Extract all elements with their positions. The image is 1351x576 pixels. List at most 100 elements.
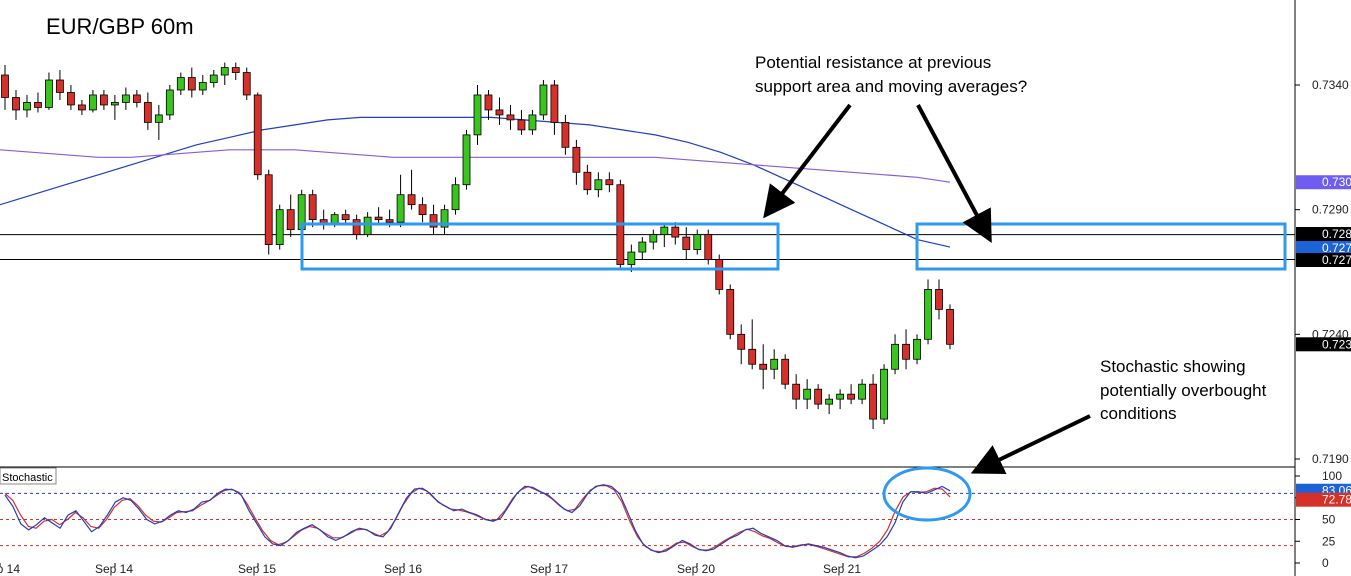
candle	[495, 97, 504, 125]
candle-body-down	[132, 94, 141, 103]
candle-body-down	[374, 216, 383, 221]
candle	[440, 204, 449, 235]
candle-body-down	[407, 194, 416, 206]
candle	[583, 164, 592, 195]
candle	[792, 374, 801, 410]
candle-body-down	[1, 74, 9, 98]
stochastic-panel	[0, 484, 1295, 559]
candle	[660, 224, 669, 248]
candle	[671, 222, 680, 245]
stochastic-tick-label: 0	[1322, 556, 1329, 570]
candle-body-down	[517, 119, 526, 131]
candle	[946, 304, 954, 350]
candle-body-down	[704, 234, 713, 260]
price-tick-label: 0.7290	[1312, 203, 1349, 217]
price-tick-label: 0.7340	[1312, 78, 1349, 92]
candle-body-down	[308, 194, 317, 221]
candle	[726, 284, 735, 340]
candle-body-down	[264, 174, 273, 245]
candle-body-down	[242, 72, 251, 96]
price-tag-label: 0.7274	[1322, 241, 1351, 255]
candle	[484, 89, 493, 120]
candle	[110, 94, 119, 120]
candle-body-up	[594, 179, 603, 191]
resistance-zone-box-left	[300, 222, 780, 271]
candle-body-down	[748, 348, 757, 365]
candle	[935, 279, 943, 320]
candle	[913, 334, 921, 365]
candle	[286, 194, 295, 238]
candle	[759, 344, 768, 390]
candle-body-up	[803, 388, 812, 400]
candle	[341, 209, 350, 225]
candle	[352, 214, 361, 240]
candle-body-down	[759, 363, 768, 370]
candle	[814, 384, 823, 410]
candle-body-down	[495, 109, 504, 116]
candle-body-up	[924, 289, 932, 340]
stochastic-label: Stochastic	[2, 472, 53, 484]
price-tag	[1296, 241, 1351, 255]
candle-body-up	[198, 82, 207, 91]
candlesticks	[1, 62, 954, 430]
candle	[847, 384, 856, 405]
candle-body-up	[45, 79, 53, 108]
candle	[143, 92, 152, 130]
candle	[451, 177, 460, 215]
candle	[220, 62, 229, 85]
candle-body-down	[99, 94, 108, 106]
candle-body-down	[847, 393, 856, 400]
candle	[880, 364, 888, 425]
candle-body-down	[869, 383, 877, 420]
candle-body-up	[176, 77, 185, 91]
candle	[154, 104, 163, 140]
candle-body-up	[891, 343, 899, 370]
candle-body-down	[737, 333, 746, 350]
price-tag-label: 0.7236	[1322, 337, 1351, 351]
candle-body-up	[473, 94, 482, 136]
stochastic-tag	[1296, 492, 1351, 507]
candle-body-down	[583, 171, 592, 191]
candle	[550, 80, 559, 135]
candle	[561, 114, 570, 155]
candle	[869, 374, 877, 430]
candle	[605, 172, 614, 193]
candle	[176, 72, 185, 95]
candle-body-down	[187, 77, 196, 91]
candle	[374, 207, 383, 225]
price-tag-label: 0.7301	[1322, 175, 1351, 189]
candle	[264, 169, 273, 255]
annotation-stochastic-line-3: conditions	[1100, 404, 1177, 423]
candle	[462, 129, 471, 190]
price-tag	[1296, 337, 1351, 352]
candle-body-down	[902, 343, 910, 360]
candle-body-up	[23, 102, 31, 111]
candle	[407, 169, 416, 210]
candle-body-down	[605, 179, 614, 186]
candle-body-down	[671, 226, 680, 238]
candle	[67, 85, 75, 110]
candle	[242, 67, 251, 100]
time-axis: Sep 14 Sep 14 Sep 15 Sep 16 Sep 17 Sep 20 Sep …	[0, 562, 861, 576]
candle-body-up	[660, 226, 669, 235]
candle	[89, 89, 97, 113]
chart-title: EUR/GBP 60m	[46, 14, 194, 39]
candle	[209, 70, 218, 88]
candle-body-down	[67, 92, 75, 106]
candle-body-down	[253, 94, 262, 176]
candle	[308, 189, 317, 228]
candle	[56, 70, 64, 100]
candle	[198, 75, 207, 95]
candle	[275, 204, 284, 250]
candle	[253, 92, 262, 180]
candle	[858, 379, 866, 405]
candle-body-down	[946, 308, 954, 345]
stochastic-label-box	[0, 467, 57, 485]
price-tag	[1296, 175, 1351, 190]
candle	[781, 354, 790, 390]
candle	[902, 329, 910, 370]
candle	[528, 109, 537, 135]
candle	[682, 227, 691, 260]
candle-body-up	[220, 67, 229, 76]
